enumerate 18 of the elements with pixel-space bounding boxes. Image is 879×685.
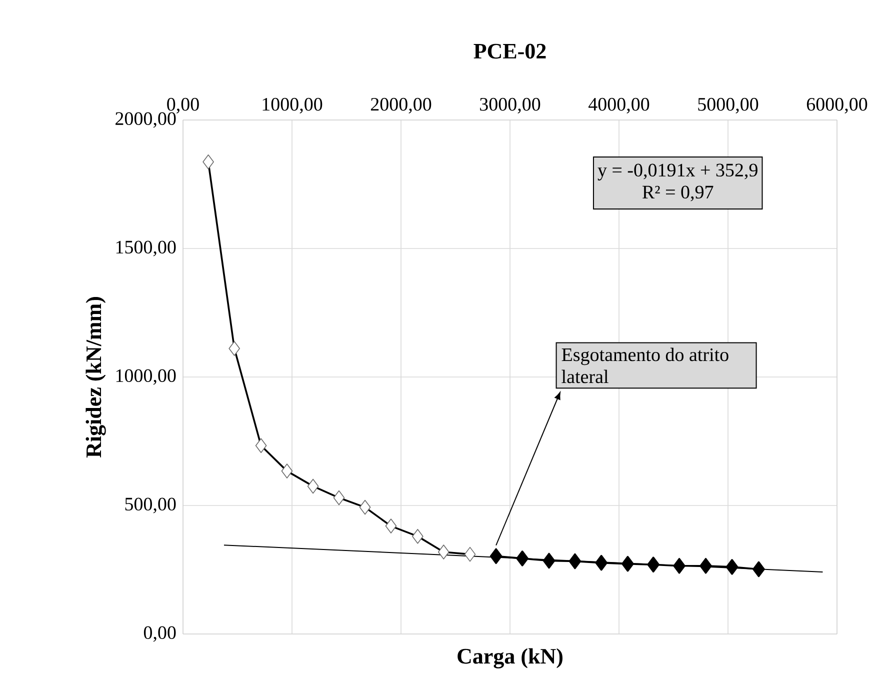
x-axis-title: Carga (kN): [458, 648, 562, 668]
x-tick-label: 6000,00: [806, 98, 868, 114]
annotation: Esgotamento do atrito lateral: [562, 348, 728, 384]
y-tick-label: 500,00: [125, 498, 176, 514]
x-tick-label: 4000,00: [588, 98, 650, 114]
chart-title: PCE-02: [474, 44, 546, 59]
x-tick-label: 3000,00: [480, 98, 540, 114]
y-tick-label: 1000,00: [116, 369, 176, 385]
annotation: R² = 0,97: [642, 186, 714, 202]
x-tick-label: 5000,00: [698, 98, 758, 114]
x-tick-label: 2000,00: [370, 98, 432, 114]
y-tick-label: 1500,00: [116, 240, 176, 256]
x-tick-label: 1000,00: [262, 98, 322, 114]
annotation: y = -0,0191x + 352,9: [598, 164, 758, 180]
x-tick-label: 0,00: [167, 98, 199, 114]
y-axis-title: Rigidez (kN/mm): [86, 297, 106, 458]
y-tick-label: 2000,00: [116, 112, 176, 128]
y-tick-label: 0,00: [144, 626, 176, 642]
